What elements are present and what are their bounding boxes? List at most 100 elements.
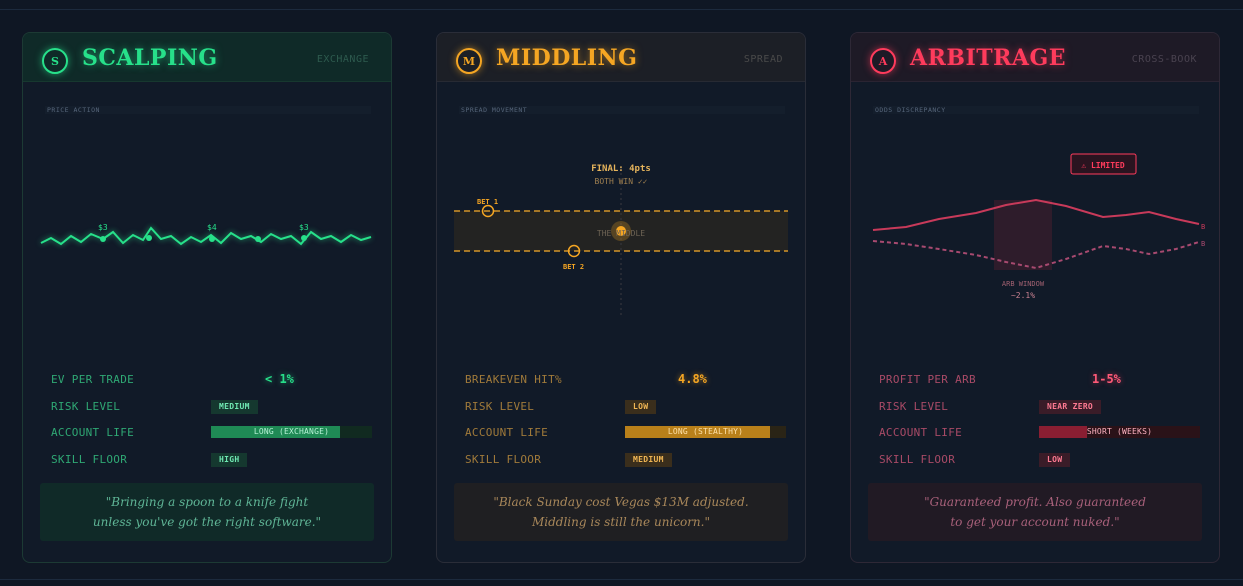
spread-movement-chart: FINAL: 4pts BOTH WIN ✓✓ BET 1 BET 2 THE … — [454, 164, 788, 318]
account-life-text: LONG (STEALTHY) — [667, 427, 744, 436]
stat-row: RISK LEVEL NEAR ZERO — [879, 400, 1199, 416]
limited-label: ⚠ LIMITED — [1081, 161, 1125, 170]
skill-floor-badge: LOW — [1039, 453, 1071, 467]
quote-line: "Bringing a spoon to a knife fight — [105, 495, 309, 509]
stat-label: BREAKEVEN HIT% — [465, 373, 562, 386]
card-header — [437, 33, 805, 82]
skill-floor-badge: MEDIUM — [625, 453, 672, 467]
card-quote: "Guaranteed profit. Also guaranteed to g… — [868, 483, 1202, 541]
bet2-marker — [567, 244, 581, 258]
trade-point — [301, 235, 307, 241]
stat-value: 4.8% — [678, 372, 707, 386]
skill-floor-badge: HIGH — [211, 453, 248, 467]
stat-row: ACCOUNT LIFE LONG (STEALTHY) — [465, 426, 786, 442]
trade-annotation: $3 — [299, 223, 309, 232]
trade-annotation: $4 — [207, 223, 217, 232]
bet1-marker — [481, 204, 495, 218]
account-life-bar: LONG (EXCHANGE) — [211, 426, 372, 438]
strategy-card-scalping[interactable]: S SCALPING EXCHANGE PRICE ACTION $3 $4 $… — [22, 32, 392, 563]
card-header — [851, 33, 1219, 82]
both-win-label: BOTH WIN ✓✓ — [595, 177, 648, 186]
risk-level-badge: MEDIUM — [211, 400, 258, 414]
card-subtitle: EXCHANGE — [316, 54, 369, 65]
quote-line: to get your account nuked." — [950, 515, 1120, 529]
card-quote: "Bringing a spoon to a knife fight unles… — [40, 483, 374, 541]
trade-point — [100, 236, 106, 242]
stat-row: ACCOUNT LIFE LONG (EXCHANGE) — [51, 426, 372, 442]
stat-label: EV PER TRADE — [51, 373, 135, 386]
stat-value: 1-5% — [1092, 372, 1121, 386]
trade-point — [255, 236, 261, 242]
arb-window-value: ~2.1% — [1011, 291, 1035, 300]
quote-line: unless you've got the right software." — [92, 515, 322, 529]
card-header — [23, 33, 391, 82]
stat-row: RISK LEVEL LOW — [465, 400, 785, 416]
quote-line: "Black Sunday cost Vegas $13M adjusted. — [493, 495, 749, 509]
middling-badge-icon: M — [456, 48, 482, 74]
stat-label: RISK LEVEL — [879, 400, 949, 413]
book-a-label: B — [1201, 223, 1205, 231]
stat-label: ACCOUNT LIFE — [465, 426, 549, 439]
trade-annotation: $3 — [98, 223, 108, 232]
quote-line: Middling is still the unicorn." — [531, 515, 710, 529]
stat-label: SKILL FLOOR — [465, 453, 542, 466]
stat-label: ACCOUNT LIFE — [51, 426, 135, 439]
bet1-label: BET 1 — [477, 198, 498, 206]
account-life-fill — [1039, 426, 1088, 438]
final-label: FINAL: 4pts — [591, 164, 651, 174]
account-life-text: SHORT (WEEKS) — [1086, 427, 1153, 436]
stat-row: PROFIT PER ARB 1-5% — [879, 372, 1199, 389]
card-title: SCALPING — [82, 45, 218, 71]
account-life-bar: LONG (STEALTHY) — [625, 426, 786, 438]
arb-window-label: ARB WINDOW — [1002, 280, 1045, 288]
middle-label: THE MIDDLE — [597, 229, 645, 238]
arbitrage-badge-icon: A — [870, 48, 896, 74]
chart-label: ODDS DISCREPANCY — [873, 106, 1199, 114]
stat-label: SKILL FLOOR — [51, 453, 128, 466]
bet2-label: BET 2 — [563, 263, 584, 271]
stat-row: BREAKEVEN HIT% 4.8% — [465, 372, 785, 389]
stat-row: SKILL FLOOR LOW — [879, 453, 1199, 469]
stat-label: SKILL FLOOR — [879, 453, 956, 466]
top-divider — [0, 9, 1243, 10]
chart-label: SPREAD MOVEMENT — [459, 106, 785, 114]
price-line — [40, 226, 372, 246]
risk-level-badge: NEAR ZERO — [1039, 400, 1102, 414]
stat-row: SKILL FLOOR MEDIUM — [465, 453, 785, 469]
strategy-card-arbitrage[interactable]: A ARBITRAGE CROSS-BOOK ODDS DISCREPANCY … — [850, 32, 1220, 563]
stat-row: EV PER TRADE < 1% — [51, 372, 371, 389]
account-life-text: LONG (EXCHANGE) — [253, 427, 330, 436]
stat-row: ACCOUNT LIFE SHORT (WEEKS) — [879, 426, 1200, 442]
account-life-bar: SHORT (WEEKS) — [1039, 426, 1200, 438]
card-title: MIDDLING — [496, 45, 638, 71]
book-b-line — [872, 240, 1200, 270]
stat-label: ACCOUNT LIFE — [879, 426, 963, 439]
stat-label: PROFIT PER ARB — [879, 373, 976, 386]
card-quote: "Black Sunday cost Vegas $13M adjusted. … — [454, 483, 788, 541]
card-title: ARBITRAGE — [910, 45, 1067, 71]
price-action-chart: $3 $4 $3 — [40, 223, 372, 246]
card-subtitle: CROSS-BOOK — [1131, 54, 1197, 65]
stat-label: RISK LEVEL — [51, 400, 121, 413]
card-subtitle: SPREAD — [743, 54, 783, 65]
trade-point — [209, 236, 215, 242]
trade-point — [146, 235, 152, 241]
risk-level-badge: LOW — [625, 400, 657, 414]
stat-label: RISK LEVEL — [465, 400, 535, 413]
limited-flag — [1070, 153, 1137, 175]
arb-window — [994, 200, 1052, 270]
chart-label: PRICE ACTION — [45, 106, 371, 114]
stat-row: RISK LEVEL MEDIUM — [51, 400, 371, 416]
account-life-fill — [625, 426, 770, 438]
book-a-line — [872, 198, 1200, 231]
stat-row: SKILL FLOOR HIGH — [51, 453, 371, 469]
stat-value: < 1% — [265, 372, 294, 386]
final-point — [616, 226, 626, 236]
book-b-label: B — [1201, 240, 1205, 248]
strategy-card-middling[interactable]: M MIDDLING SPREAD SPREAD MOVEMENT FINAL:… — [436, 32, 806, 563]
odds-discrepancy-chart: ⚠ LIMITED B B ARB WINDOW ~2.1% — [872, 153, 1205, 300]
scalping-badge-icon: S — [42, 48, 68, 74]
quote-line: "Guaranteed profit. Also guaranteed — [924, 495, 1146, 509]
account-life-fill — [211, 426, 340, 438]
bottom-divider — [0, 579, 1243, 580]
